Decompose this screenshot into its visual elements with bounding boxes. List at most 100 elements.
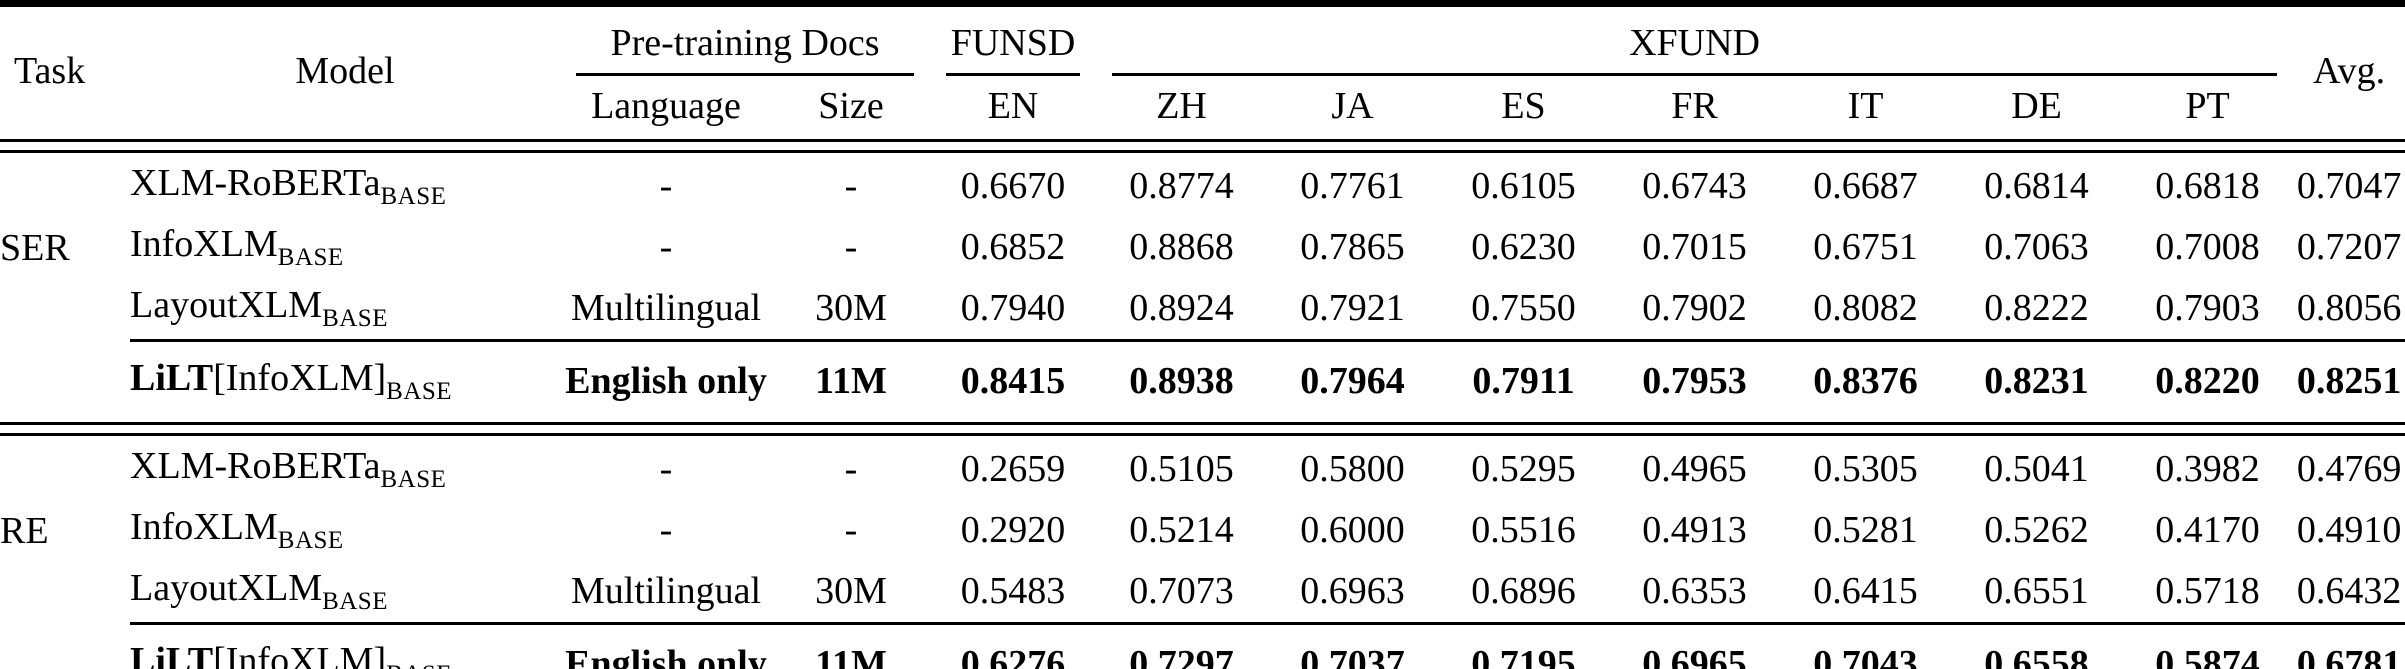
cell-it: 0.6415 — [1813, 570, 1918, 612]
cell-fr: 0.4913 — [1642, 509, 1747, 551]
col-group-pretraining-docs: Pre-training Docs — [560, 4, 930, 76]
cell-fr: 0.7015 — [1642, 226, 1747, 268]
cell-es: 0.6105 — [1471, 165, 1576, 207]
cell-es: 0.5295 — [1471, 448, 1576, 490]
cell-en: 0.6276 — [930, 621, 1097, 669]
cell-de: 0.8231 — [1951, 338, 2123, 419]
cell-size: 30M — [815, 287, 887, 329]
cell-avg: 0.4910 — [2296, 509, 2402, 551]
cell-de: 0.7063 — [1984, 226, 2089, 268]
cell-avg: 0.6432 — [2296, 570, 2402, 612]
model-subscript: BASE — [380, 182, 447, 210]
cell-pt: 0.6818 — [2155, 165, 2260, 207]
col-header-pt: PT — [2185, 84, 2230, 127]
cell-it: 0.6751 — [1813, 226, 1918, 268]
model-name: InfoXLMBASE — [130, 505, 344, 554]
cell-ja: 0.7964 — [1267, 338, 1439, 419]
cell-ja: 0.7865 — [1300, 226, 1405, 268]
model-name: XLM-RoBERTaBASE — [130, 161, 447, 210]
cell-size: 30M — [815, 570, 887, 612]
cell-language: English only — [560, 621, 772, 669]
cell-pt: 0.4170 — [2155, 509, 2260, 551]
cell-size: 11M — [772, 621, 931, 669]
cell-es: 0.6230 — [1471, 226, 1576, 268]
cell-de: 0.6814 — [1984, 165, 2089, 207]
col-header-size: Size — [818, 84, 884, 127]
col-header-task: Task — [14, 50, 86, 93]
cell-size: - — [844, 448, 858, 490]
cell-zh: 0.8924 — [1129, 287, 1234, 329]
table-row: SER XLM-RoBERTaBASE - - 0.6670 0.8774 0.… — [0, 156, 2405, 267]
cell-ja: 0.5800 — [1300, 448, 1405, 490]
model-name: XLM-RoBERTaBASE — [130, 444, 447, 493]
cell-zh: 0.8938 — [1096, 338, 1268, 419]
col-header-en: EN — [987, 84, 1039, 127]
table-row: RE XLM-RoBERTaBASE - - 0.2659 0.5105 0.5… — [0, 439, 2405, 550]
cell-avg: 0.7207 — [2296, 226, 2402, 268]
cell-ja: 0.7037 — [1267, 621, 1439, 669]
cell-language: - — [659, 165, 673, 207]
header-double-rule — [0, 136, 2405, 156]
cell-de: 0.5041 — [1984, 448, 2089, 490]
cell-pt: 0.7008 — [2155, 226, 2260, 268]
cell-en: 0.8415 — [930, 338, 1097, 419]
cell-zh: 0.8868 — [1129, 226, 1234, 268]
cell-size: - — [844, 226, 858, 268]
model-name: LayoutXLMBASE — [130, 566, 388, 615]
cell-fr: 0.6965 — [1609, 621, 1781, 669]
cell-fr: 0.4965 — [1642, 448, 1747, 490]
cell-it: 0.8082 — [1813, 287, 1918, 329]
model-name: LiLT[InfoXLM]BASE — [130, 338, 560, 419]
cell-avg: 0.7047 — [2296, 165, 2402, 207]
cell-de: 0.5262 — [1984, 509, 2089, 551]
col-group-funsd: FUNSD — [930, 4, 1096, 76]
model-name: InfoXLMBASE — [130, 222, 344, 271]
cell-zh: 0.5105 — [1129, 448, 1234, 490]
model-name: LiLT[InfoXLM]BASE — [130, 621, 560, 669]
cell-de: 0.6551 — [1984, 570, 2089, 612]
model-subscript: BASE — [386, 377, 453, 405]
cell-language: Multilingual — [571, 287, 761, 329]
cell-en: 0.5483 — [960, 570, 1066, 612]
cell-es: 0.7195 — [1438, 621, 1610, 669]
cell-avg: 0.6781 — [2293, 621, 2405, 669]
cell-pt: 0.5874 — [2122, 621, 2294, 669]
cell-ja: 0.7921 — [1300, 287, 1405, 329]
highlight-row-re: LiLT[InfoXLM]BASE English only 11M 0.627… — [0, 621, 2405, 669]
model-subscript: BASE — [322, 304, 388, 332]
cell-en: 0.6670 — [960, 165, 1066, 207]
xfund-label: XFUND — [1112, 24, 2278, 76]
cell-de: 0.6558 — [1951, 621, 2123, 669]
col-group-xfund: XFUND — [1096, 4, 2293, 76]
col-header-avg: Avg. — [2313, 50, 2386, 93]
task-spacer — [0, 340, 130, 419]
cell-zh: 0.5214 — [1129, 509, 1234, 551]
cell-pt: 0.7903 — [2155, 287, 2260, 329]
cell-ja: 0.6963 — [1300, 570, 1405, 612]
cell-size: - — [844, 509, 858, 551]
col-header-es: ES — [1501, 84, 1546, 127]
cell-language: - — [659, 448, 673, 490]
cell-it: 0.5305 — [1813, 448, 1918, 490]
col-header-fr: FR — [1671, 84, 1718, 127]
cell-avg: 0.8056 — [2296, 287, 2402, 329]
funsd-label: FUNSD — [946, 24, 1081, 76]
cell-avg: 0.8251 — [2293, 338, 2405, 419]
cell-ja: 0.6000 — [1300, 509, 1405, 551]
header-row-groups: Task Model Pre-training Docs FUNSD XFUND… — [0, 4, 2405, 91]
col-header-de: DE — [2011, 84, 2062, 127]
cell-de: 0.8222 — [1984, 287, 2089, 329]
col-header-zh: ZH — [1156, 84, 1207, 127]
cell-fr: 0.7902 — [1642, 287, 1747, 329]
col-header-model: Model — [295, 50, 395, 93]
double-rule — [0, 138, 2405, 153]
cell-fr: 0.6743 — [1642, 165, 1747, 207]
cell-zh: 0.7073 — [1129, 570, 1234, 612]
table-row: LayoutXLMBASE Multilingual 30M 0.5483 0.… — [0, 561, 2405, 624]
cell-language: - — [659, 509, 673, 551]
col-header-language: Language — [591, 84, 741, 127]
cell-en: 0.6852 — [960, 226, 1066, 268]
cell-it: 0.6687 — [1813, 165, 1918, 207]
model-subscript: BASE — [386, 661, 452, 669]
